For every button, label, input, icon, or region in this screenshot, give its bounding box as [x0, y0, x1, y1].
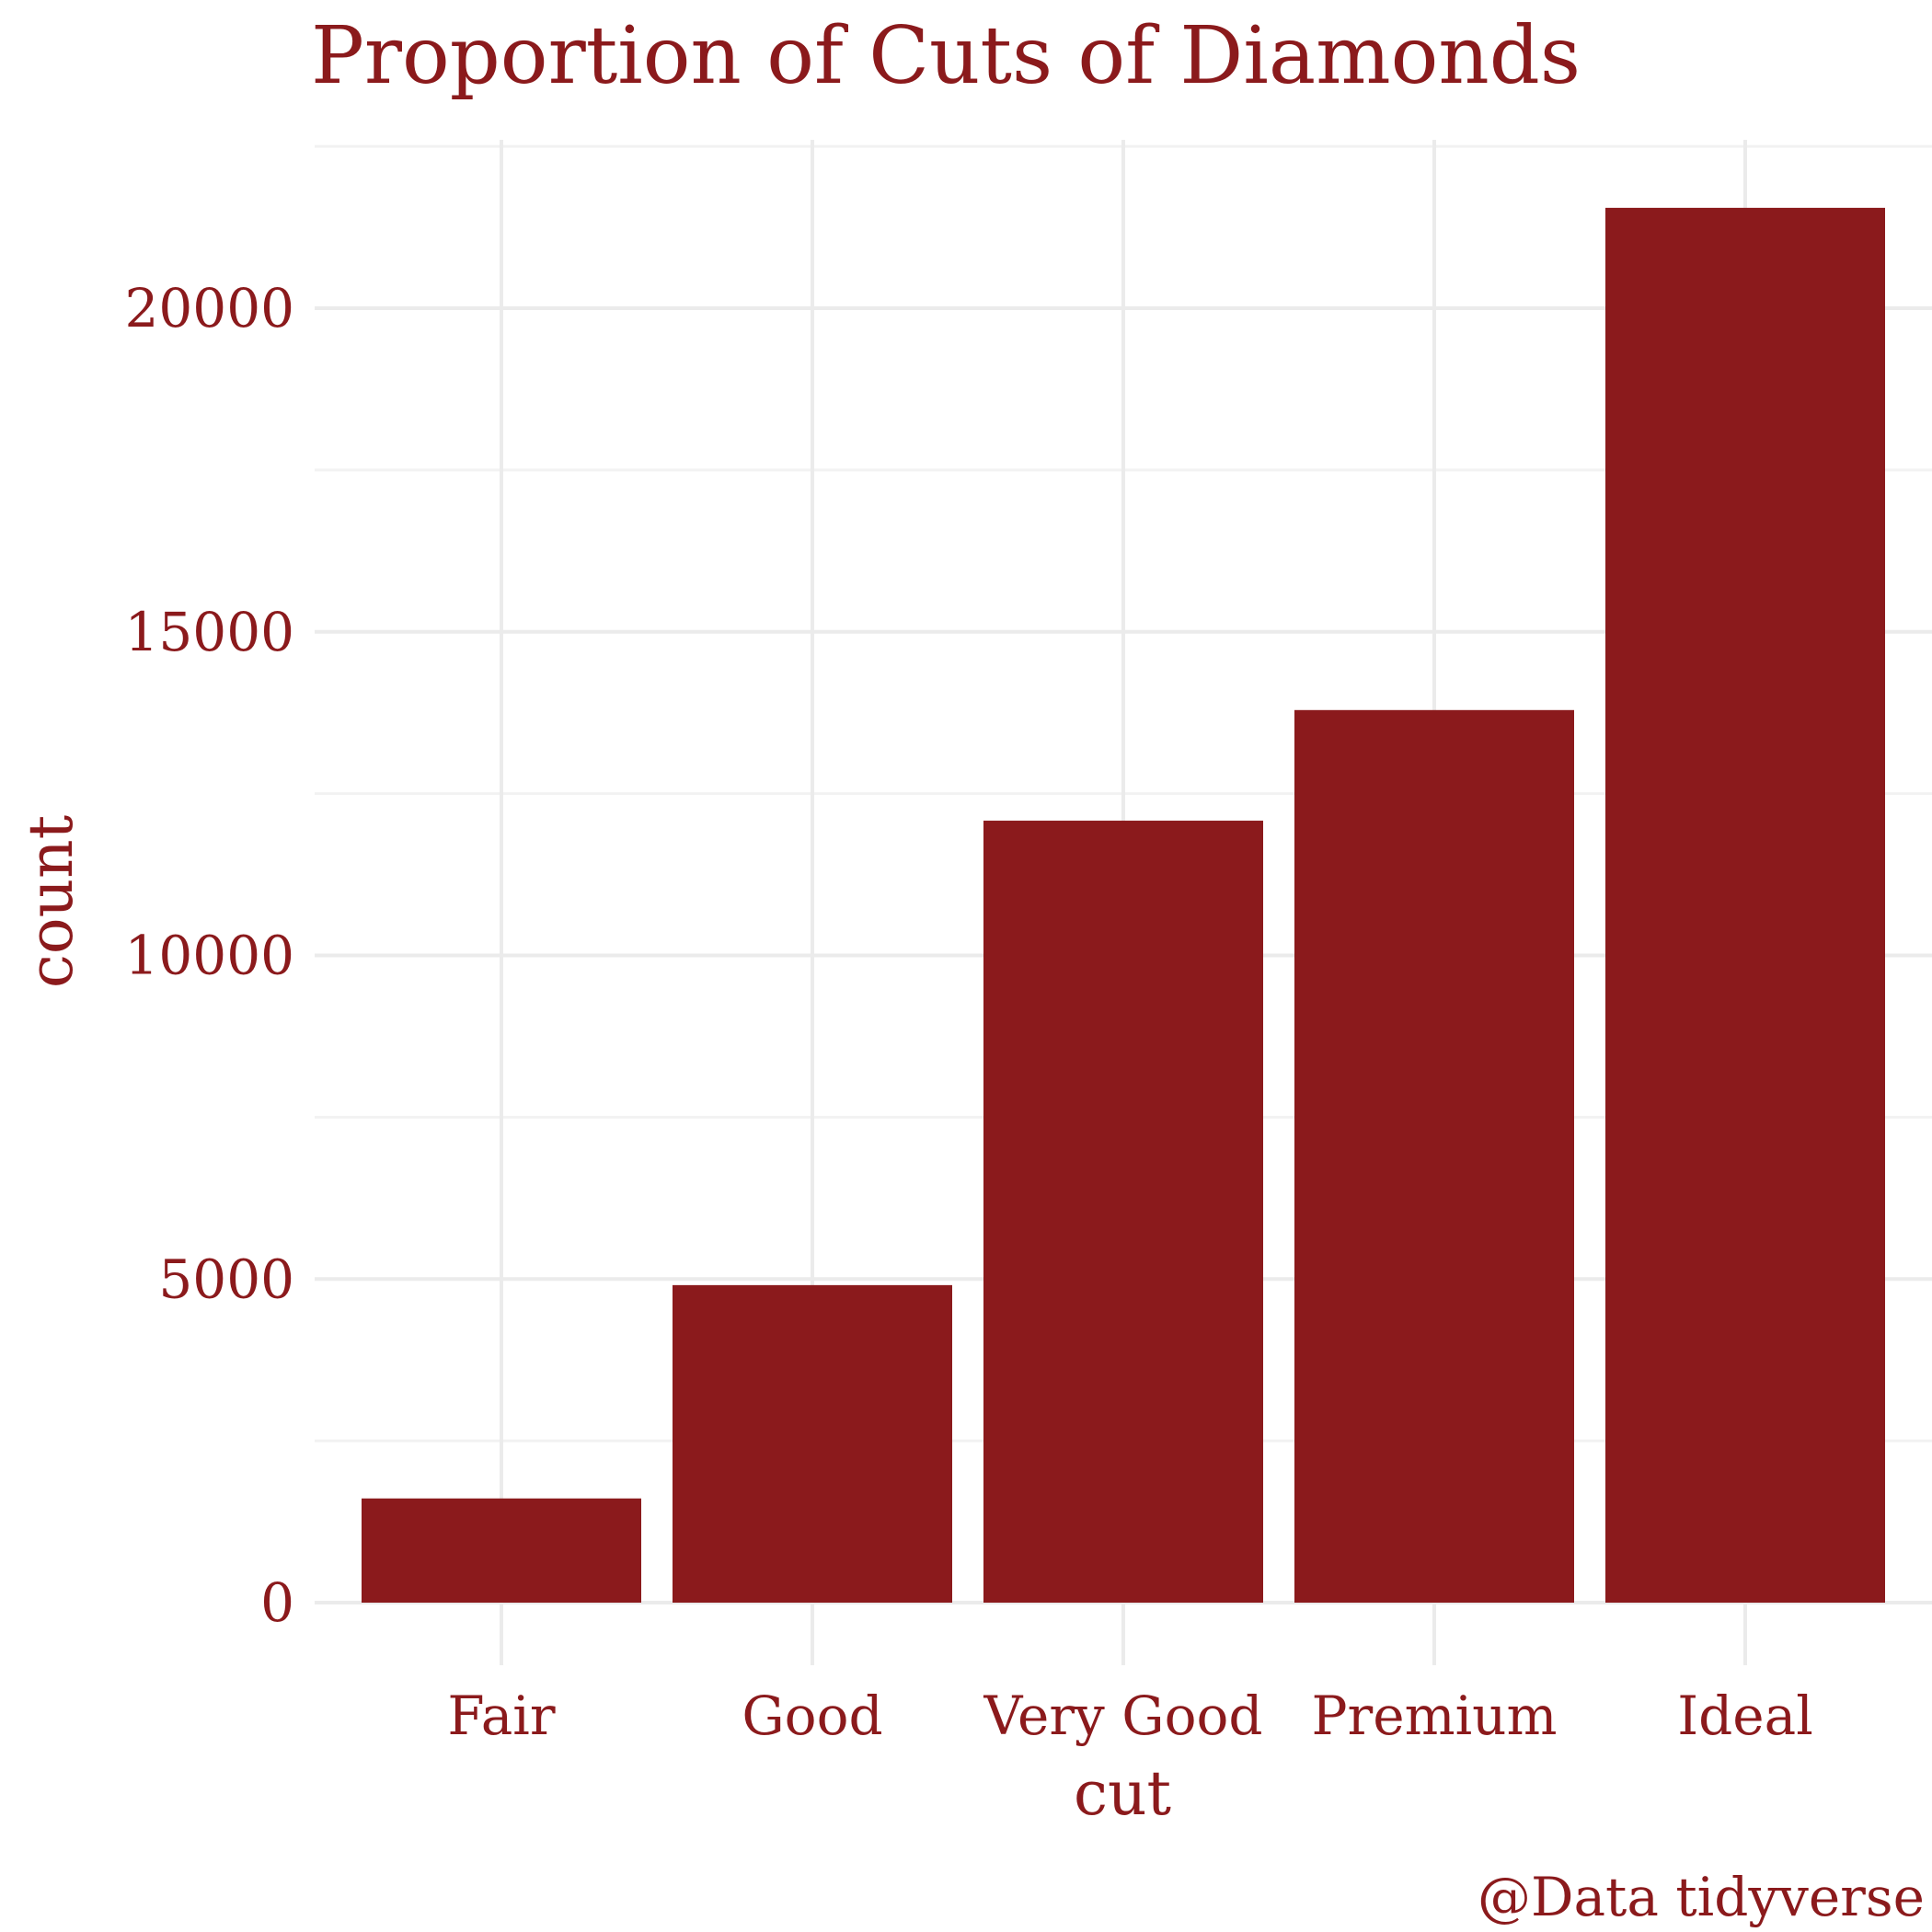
caption: @Data tidyverse — [1478, 1866, 1925, 1928]
y-tick-label: 0 — [260, 1571, 294, 1634]
y-tick-label: 10000 — [124, 925, 294, 987]
x-tick-label: Ideal — [1677, 1685, 1813, 1747]
bars — [362, 207, 1885, 1603]
bar-very-good — [983, 821, 1263, 1603]
x-axis-title: cut — [1074, 1758, 1171, 1829]
y-axis-title: count — [16, 815, 86, 988]
bar-ideal — [1605, 207, 1885, 1603]
y-tick-label: 5000 — [158, 1248, 294, 1310]
x-tick-label: Premium — [1312, 1685, 1558, 1747]
bar-good — [673, 1284, 952, 1603]
y-tick-labels: 0 5000 10000 15000 20000 — [124, 277, 294, 1634]
bar-fair — [362, 1498, 641, 1603]
x-tick-labels: Fair Good Very Good Premium Ideal — [447, 1685, 1812, 1747]
y-tick-label: 15000 — [124, 601, 294, 663]
bar-premium — [1294, 709, 1574, 1603]
x-tick-label: Fair — [447, 1685, 555, 1747]
chart-title: Proportion of Cuts of Diamonds — [311, 10, 1581, 102]
x-tick-label: Good — [742, 1685, 882, 1747]
y-tick-label: 20000 — [124, 277, 294, 339]
x-tick-label: Very Good — [983, 1685, 1262, 1747]
